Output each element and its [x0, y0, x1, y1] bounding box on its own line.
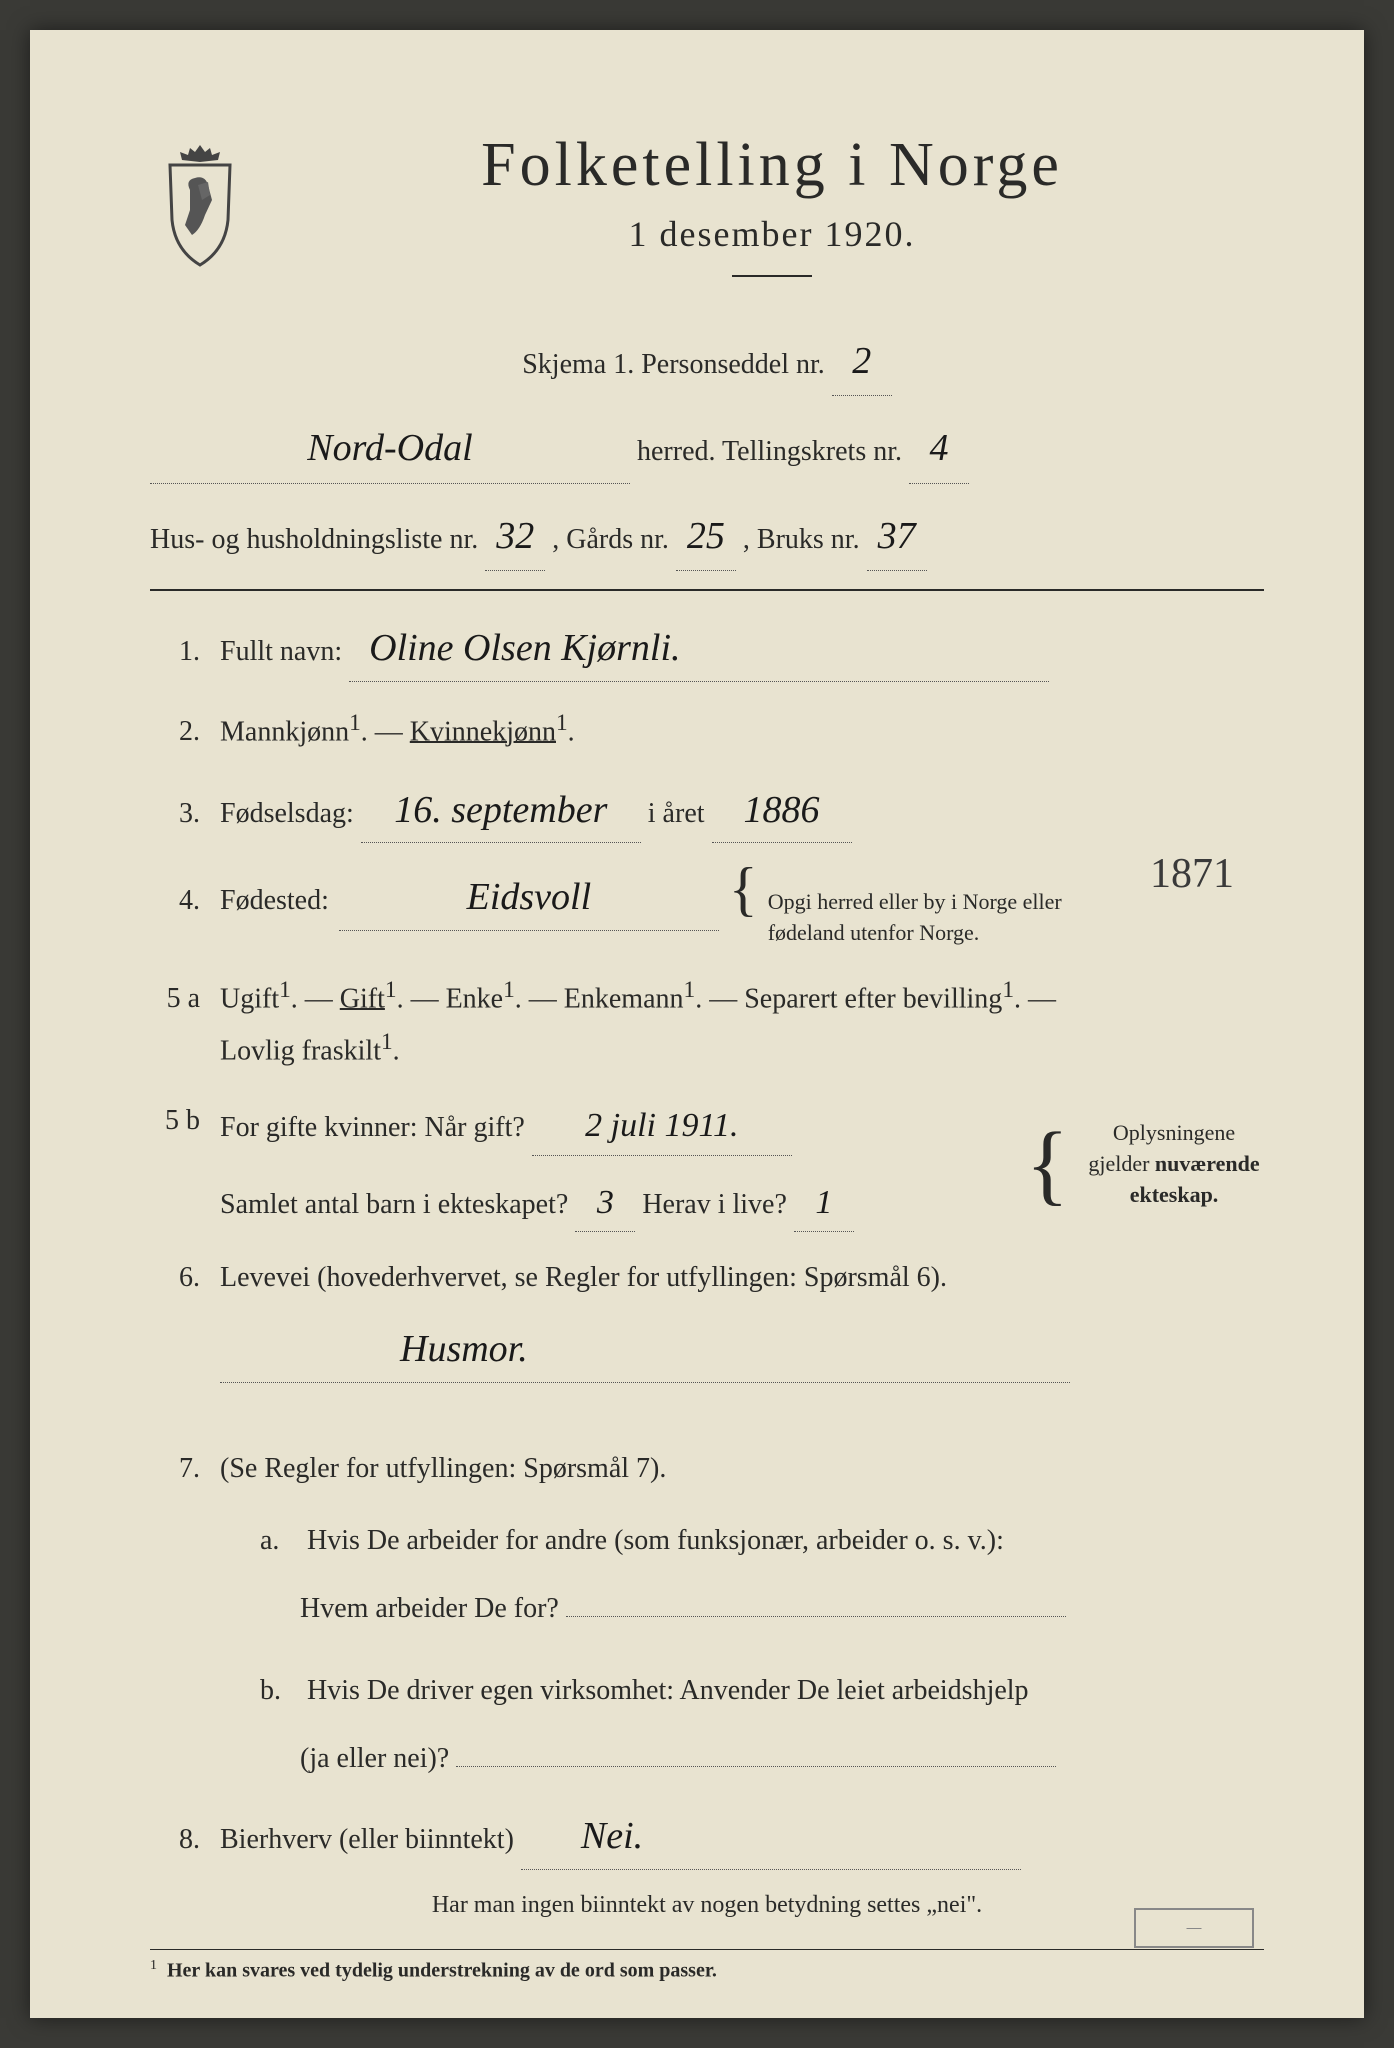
q3-day: 16. september [361, 778, 641, 844]
person-nr: 2 [832, 327, 892, 396]
q4-label: Fødested: [220, 877, 329, 925]
q1-num: 1. [150, 628, 220, 676]
q5a-num: 5 a [150, 975, 220, 1023]
q7-label: (Se Regler for utfyllingen: Spørsmål 7). [220, 1445, 1264, 1493]
gards-label: , Gårds nr. [552, 524, 669, 555]
gards-nr: 25 [676, 502, 736, 571]
q2: 2. Mannkjønn1. — Kvinnekjønn1. [150, 704, 1264, 756]
q5b-l3: Herav i live? [642, 1189, 787, 1220]
q8-num: 8. [150, 1816, 220, 1864]
herred-label: herred. Tellingskrets nr. [637, 436, 902, 467]
q5b-alive: 1 [794, 1174, 854, 1233]
q5b-married: 2 juli 1911. [532, 1097, 792, 1156]
q7a-text2: Hvem arbeider De for? [300, 1593, 559, 1624]
q5b-side-note: Oplysningene gjelder nuværende ekteskap. [1084, 1118, 1264, 1210]
q7-num: 7. [150, 1445, 220, 1493]
hus-label: Hus- og husholdningsliste nr. [150, 524, 478, 555]
q4: 4. Fødested: Eidsvoll { Opgi herred elle… [150, 865, 1264, 949]
q7a-blank [566, 1616, 1066, 1617]
bruks-nr: 37 [867, 502, 927, 571]
top-rule [150, 589, 1264, 591]
q5b-children: 3 [575, 1174, 635, 1233]
skjema-line: Skjema 1. Personseddel nr. 2 [150, 327, 1264, 396]
q4-num: 4. [150, 877, 220, 925]
quote-note: Har man ingen biinntekt av nogen betydni… [150, 1892, 1264, 1919]
herred-value: Nord-Odal [150, 414, 630, 483]
q3-year: 1886 [712, 778, 852, 844]
q6-num: 6. [150, 1254, 220, 1302]
q8-value: Nei. [521, 1804, 1021, 1870]
q2-female-selected: Kvinnekjønn [410, 716, 556, 747]
q6: 6. Levevei (hovederhvervet, se Regler fo… [150, 1254, 1264, 1382]
q2-male: Mannkjønn [220, 716, 349, 747]
q3-label: Fødselsdag: [220, 798, 354, 829]
krets-nr: 4 [909, 414, 969, 483]
coat-of-arms-icon [150, 140, 250, 270]
q7b-text2: (ja eller nei)? [300, 1743, 449, 1774]
q4-note: Opgi herred eller by i Norge eller fødel… [768, 887, 1068, 949]
q4-value: Eidsvoll [339, 865, 719, 931]
footnote-rule [150, 1949, 1264, 1950]
footnote: 1 Her kan svares ved tydelig understrekn… [150, 1958, 1264, 1983]
q1-label: Fullt navn: [220, 636, 342, 667]
title-divider [732, 275, 812, 277]
subtitle: 1 desember 1920. [280, 213, 1264, 255]
q5b-num: 5 b [150, 1097, 220, 1145]
q3-num: 3. [150, 790, 220, 838]
header: Folketelling i Norge 1 desember 1920. [150, 130, 1264, 307]
skjema-label: Skjema 1. Personseddel nr. [522, 349, 825, 380]
q5a: 5 a Ugift1. — Gift1. — Enke1. — Enkemann… [150, 971, 1264, 1075]
footnote-text: Her kan svares ved tydelig understreknin… [167, 1960, 717, 1982]
bruks-label: , Bruks nr. [743, 524, 860, 555]
q7a-label: a. [260, 1517, 300, 1565]
q6-value: Husmor. [220, 1317, 1070, 1383]
title-block: Folketelling i Norge 1 desember 1920. [280, 130, 1264, 307]
q7b-label: b. [260, 1667, 300, 1715]
q5b-l2: Samlet antal barn i ekteskapet? [220, 1189, 568, 1220]
q5b: 5 b For gifte kvinner: Når gift? 2 juli … [150, 1097, 1264, 1233]
q7: 7. (Se Regler for utfyllingen: Spørsmål … [150, 1445, 1264, 1783]
q5a-options: Ugift1. — Gift1. — Enke1. — Enkemann1. —… [220, 971, 1264, 1075]
hus-nr: 32 [485, 502, 545, 571]
margin-handwriting: 1871 [1150, 850, 1234, 898]
census-form-page: Folketelling i Norge 1 desember 1920. Sk… [30, 30, 1364, 2018]
q3: 3. Fødselsdag: 16. september i året 1886 [150, 778, 1264, 844]
hus-line: Hus- og husholdningsliste nr. 32 , Gårds… [150, 502, 1264, 571]
q1: 1. Fullt navn: Oline Olsen Kjørnli. [150, 616, 1264, 682]
q8: 8. Bierhverv (eller biinntekt) Nei. [150, 1804, 1264, 1870]
main-title: Folketelling i Norge [280, 130, 1264, 201]
q5b-l1: For gifte kvinner: Når gift? [220, 1112, 525, 1143]
q3-mid: i året [648, 798, 705, 829]
q8-label: Bierhverv (eller biinntekt) [220, 1824, 514, 1855]
q7b-text1: Hvis De driver egen virksomhet: Anvender… [307, 1675, 1029, 1706]
q7a-text1: Hvis De arbeider for andre (som funksjon… [307, 1525, 1004, 1556]
q6-label: Levevei (hovederhvervet, se Regler for u… [220, 1254, 1264, 1302]
archive-stamp: ⎯⎯⎯ [1134, 1908, 1254, 1948]
q1-value: Oline Olsen Kjørnli. [349, 616, 1049, 682]
q7b-blank [456, 1766, 1056, 1767]
herred-line: Nord-Odal herred. Tellingskrets nr. 4 [150, 414, 1264, 483]
q2-num: 2. [150, 708, 220, 756]
